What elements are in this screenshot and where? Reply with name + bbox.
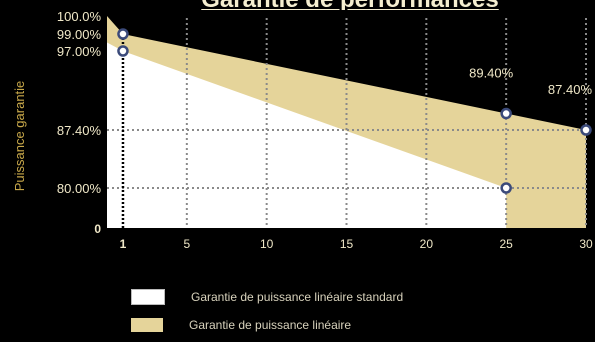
value-annotation: 87.40%: [548, 82, 593, 97]
x-tick-label: 10: [260, 237, 274, 251]
y-tick-label: 99.00%: [57, 27, 102, 42]
y-tick-label: 100.0%: [57, 9, 102, 24]
legend-item-linear: Garantie de puissance linéaire: [131, 314, 403, 336]
chart-canvas: 100.0%99.00%97.00%87.40%80.00%01 5 10 15 20 2…: [12, 9, 593, 251]
x-tick-label: 1: [120, 237, 127, 251]
y-tick-label: 80.00%: [57, 181, 102, 196]
standard-data-point: [117, 45, 129, 57]
x-tick-label: 5: [183, 237, 190, 251]
y-tick-label: 97.00%: [57, 44, 102, 59]
linear-data-point: [580, 124, 592, 136]
legend-item-standard: Garantie de puissance linéaire standard: [131, 286, 403, 308]
linear-data-point: [117, 28, 129, 40]
standard-guarantee-area: [107, 42, 507, 228]
x-tick-label: 30: [579, 237, 593, 251]
legend-label-standard: Garantie de puissance linéaire standard: [191, 290, 404, 304]
standard-data-point: [500, 182, 512, 194]
x-tick-label: 20: [420, 237, 434, 251]
y-tick-label: 0: [94, 222, 101, 236]
y-axis-label: Puissance garantie: [12, 81, 27, 192]
x-tick-label: 15: [340, 237, 354, 251]
value-annotation: 89.40%: [469, 66, 514, 81]
linear-data-point: [500, 107, 512, 120]
y-tick-label: 87.40%: [57, 123, 102, 138]
x-tick-label: 25: [499, 237, 513, 251]
chart-title: Garantie de performances: [140, 0, 560, 10]
legend-swatch-linear: [131, 318, 163, 332]
chart-legend: Garantie de puissance linéaire standard …: [131, 286, 403, 342]
legend-swatch-standard: [131, 289, 165, 305]
legend-label-linear: Garantie de puissance linéaire: [189, 318, 352, 332]
